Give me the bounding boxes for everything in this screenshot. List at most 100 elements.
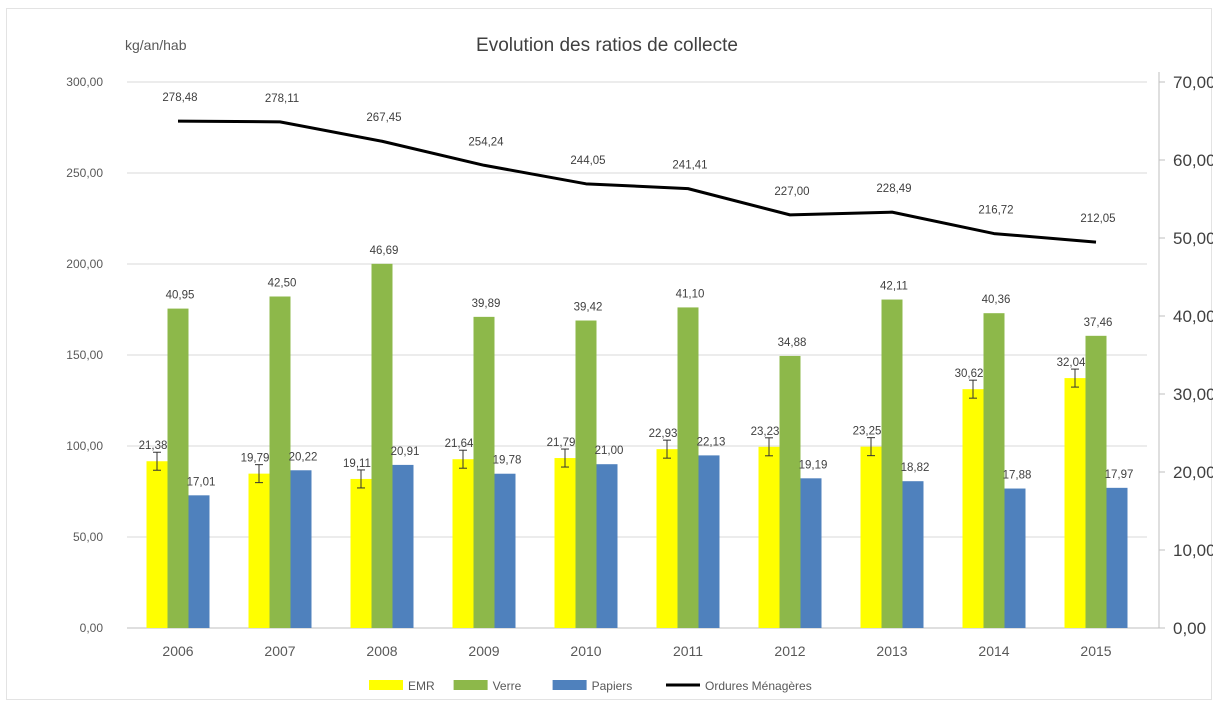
data-label: 19,19 [799,459,828,471]
data-label: 21,38 [139,440,168,452]
right-axis-tick-labels: 0,00 10,00 20,00 30,00 40,00 50,00 60,00 70,00 [1159,73,1213,638]
bar-papiers [698,455,720,628]
legend-label: Verre [493,679,522,693]
right-axis-tick-label: 20,00 [1173,463,1213,482]
data-label: 19,78 [493,455,522,467]
bar-verre [677,307,699,628]
data-label: 227,00 [774,186,809,198]
legend-label: EMR [408,679,435,693]
data-label: 22,93 [649,428,678,440]
data-label: 17,01 [187,476,216,488]
data-label: 39,89 [472,298,501,310]
bar-verre [1085,335,1107,628]
right-axis-tick-label: 30,00 [1173,385,1213,404]
bar-verre [779,355,801,628]
data-label: 244,05 [570,155,605,167]
chart-frame: Evolution des ratios de collecte kg/an/h… [6,8,1213,700]
legend-label: Papiers [592,679,633,693]
x-axis-tick-label: 2015 [1080,643,1111,659]
data-label: 40,36 [982,294,1011,306]
bar-emr [758,446,780,628]
bar-verre [371,263,393,628]
x-axis-tick-label: 2010 [570,643,601,659]
bar-series [146,263,1128,628]
legend-swatch [453,680,488,690]
bar-papiers [1106,487,1128,628]
data-label: 228,49 [876,183,911,195]
x-axis-tick-label: 2013 [876,643,907,659]
right-axis-tick-label: 60,00 [1173,151,1213,170]
data-label: 21,00 [595,445,624,457]
data-label: 267,45 [366,112,401,124]
left-axis-tick-label: 200,00 [66,257,103,271]
bar-emr [962,389,984,628]
bar-verre [167,308,189,628]
bar-emr [452,459,474,628]
data-label: 18,82 [901,462,930,474]
data-label: 19,11 [343,458,371,470]
data-label: 22,13 [697,436,726,448]
data-label: 34,88 [778,337,807,349]
data-label: 30,62 [955,368,984,380]
data-label: 216,72 [978,205,1013,217]
bar-papiers [596,464,618,628]
bar-papiers [800,478,822,628]
data-label: 21,79 [547,437,576,449]
data-label: 17,97 [1105,469,1134,481]
chart-area: Evolution des ratios de collecte kg/an/h… [66,35,1213,693]
line-series [177,119,1097,244]
left-axis-tick-label: 0,00 [80,621,104,635]
bar-emr [656,449,678,628]
data-label: 19,79 [241,453,270,465]
data-label: 254,24 [468,136,504,148]
bar-verre [983,313,1005,628]
right-axis-tick-label: 70,00 [1173,73,1213,92]
bar-papiers [1004,488,1026,628]
bar-emr [350,478,372,628]
legend-swatch [552,680,587,690]
data-label: 42,50 [268,278,297,290]
bar-emr [860,446,882,628]
bar-papiers [902,481,924,628]
data-label: 21,64 [445,438,474,450]
data-label: 32,04 [1057,357,1086,369]
data-label: 278,11 [265,93,299,105]
right-axis-tick-label: 50,00 [1173,229,1213,248]
data-labels: 21,38 19,79 19,11 21,64 21,79 22,93 23,23 23,25… [139,92,1134,488]
bar-emr [1064,378,1086,628]
legend-label: Ordures Ménagères [705,679,812,693]
data-label: 20,22 [289,451,318,463]
bar-papiers [494,473,516,628]
data-label: 20,91 [391,446,420,458]
x-axis-tick-label: 2011 [673,643,703,659]
bar-verre [473,316,495,628]
bar-emr [146,461,168,628]
legend: EMR Verre Papiers Ordures Ménagères [369,679,812,693]
x-axis-tick-labels: 2006 2007 2008 2009 2010 2011 2012 2013 2014 2015 [162,643,1111,659]
data-label: 42,11 [880,281,908,293]
right-axis-tick-label: 10,00 [1173,541,1213,560]
chart-title: Evolution des ratios de collecte [476,35,738,56]
data-label: 278,48 [162,92,197,104]
data-label: 212,05 [1080,213,1115,225]
right-axis-tick-label: 0,00 [1173,619,1206,638]
bar-papiers [188,495,210,628]
data-label: 17,88 [1003,470,1032,482]
x-axis-tick-label: 2007 [264,643,295,659]
data-label: 39,42 [574,302,603,314]
bar-verre [575,320,597,628]
right-axis-tick-label: 40,00 [1173,307,1213,326]
bar-verre [269,296,291,628]
bar-papiers [392,464,414,628]
bar-emr [554,458,576,628]
bar-emr [248,473,270,628]
left-axis-tick-label: 100,00 [66,439,103,453]
data-label: 46,69 [370,245,399,257]
y-axis-unit-label: kg/an/hab [125,37,187,53]
x-axis-tick-label: 2009 [468,643,499,659]
left-axis-tick-labels: 0,00 50,00 100,00 150,00 200,00 250,00 300,00 [66,75,103,635]
x-axis-tick-label: 2012 [774,643,805,659]
left-axis-tick-label: 50,00 [73,530,103,544]
x-axis-tick-label: 2008 [366,643,397,659]
line-ordures-menageres [177,119,1097,244]
